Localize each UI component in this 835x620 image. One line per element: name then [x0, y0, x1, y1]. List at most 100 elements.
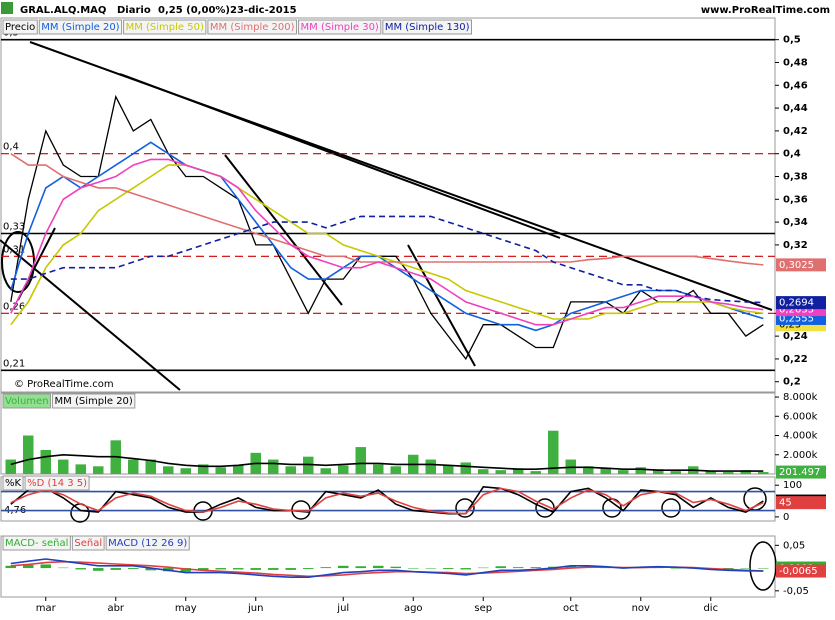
bar	[425, 459, 436, 474]
y-tick-label: 0,36	[783, 194, 808, 205]
bar	[338, 565, 349, 569]
volume-panel	[0, 392, 776, 475]
legend-entry: MM (Simple 20)	[55, 396, 133, 407]
series-line	[10, 153, 764, 266]
legend-entry: Volumen	[5, 396, 49, 407]
bar	[495, 470, 506, 474]
legend-entry: MM (Simple 130)	[385, 22, 470, 33]
price-panel	[0, 17, 776, 393]
value-label-box	[776, 258, 826, 272]
period: Diario	[117, 5, 151, 16]
value-label-box	[776, 296, 826, 310]
legend-entry: MM (Simple 200)	[210, 22, 295, 33]
legend-box	[2, 535, 71, 551]
x-tick-label: mar	[36, 603, 57, 614]
bar	[390, 566, 401, 569]
value-label-box	[776, 564, 826, 578]
bar	[670, 568, 681, 569]
legend-box	[207, 19, 298, 35]
bar	[110, 568, 121, 570]
bar	[618, 470, 629, 474]
date: 23-dic-2015	[230, 5, 297, 16]
y-tick-label: 100	[783, 480, 802, 491]
value-label-box	[776, 465, 826, 479]
bar	[373, 464, 384, 474]
bar	[758, 472, 769, 474]
level-label: 0,21	[3, 358, 25, 369]
copyright: © ProRealTime.com	[14, 379, 114, 390]
bar	[705, 471, 716, 474]
bar	[75, 568, 86, 570]
bar	[478, 469, 489, 474]
bar	[215, 568, 226, 570]
bar	[23, 564, 34, 569]
x-tick-label: abr	[107, 603, 124, 614]
x-tick-label: nov	[632, 603, 650, 614]
y-tick-label: 0,42	[783, 126, 808, 137]
symbol-icon	[1, 2, 13, 14]
bar	[145, 568, 156, 571]
bar	[443, 568, 454, 569]
legend-box	[38, 19, 123, 35]
bar	[285, 466, 296, 474]
bar	[460, 462, 471, 474]
bar	[355, 447, 366, 474]
value-label: 45	[779, 498, 792, 509]
value-label: -0,0065	[779, 566, 818, 577]
bar	[530, 567, 541, 569]
legend-entry: MM (Simple 30)	[301, 22, 379, 33]
series-line	[10, 558, 764, 578]
bar	[565, 565, 576, 569]
bar	[163, 466, 174, 474]
bar	[583, 466, 594, 474]
bar	[198, 464, 209, 474]
x-tick-label: jul	[336, 603, 349, 614]
bar	[233, 465, 244, 474]
trend-line	[407, 244, 476, 367]
bar	[303, 568, 314, 569]
legend-entry: Precio	[5, 22, 35, 33]
bar	[653, 469, 664, 474]
bar	[390, 466, 401, 474]
bar	[355, 566, 366, 569]
series-line	[10, 94, 764, 361]
y-tick-label: 0,46	[783, 80, 808, 91]
legend-box	[2, 475, 24, 491]
bar	[320, 468, 331, 474]
y-tick-label: 0,32	[783, 240, 808, 251]
series-line	[10, 487, 764, 515]
bar	[198, 568, 209, 571]
bar	[758, 568, 769, 569]
value-label: 0,25	[779, 320, 801, 331]
value-label: 0,2555	[779, 313, 814, 324]
bar	[303, 456, 314, 474]
legend-box	[24, 475, 90, 491]
bar	[250, 568, 261, 570]
bar	[460, 568, 471, 570]
value-label-box	[776, 496, 826, 510]
level-label: 0,31	[3, 244, 25, 255]
stochastic-panel	[0, 476, 776, 522]
legend-box	[71, 535, 105, 551]
y-tick-label: 0,44	[783, 103, 808, 114]
last-price: 0,25 (0,00%)	[158, 5, 230, 16]
y-tick-label: 0,22	[783, 354, 808, 365]
series-line	[10, 215, 764, 304]
bar	[320, 567, 331, 569]
bar	[180, 468, 191, 474]
legend-box	[105, 535, 190, 551]
bar	[128, 459, 139, 474]
symbol: GRAL.ALQ.MAQ	[20, 5, 106, 16]
level-label: 0,4	[3, 142, 19, 153]
legend-box	[2, 19, 38, 35]
legend-box	[2, 393, 52, 409]
value-label: 0,3025	[779, 260, 814, 271]
x-tick-label: dic	[703, 603, 718, 614]
bar	[373, 565, 384, 569]
legend-entry: %D (14 3 5)	[27, 478, 87, 489]
bar	[23, 435, 34, 474]
bar	[513, 567, 524, 569]
series-line	[10, 158, 764, 326]
